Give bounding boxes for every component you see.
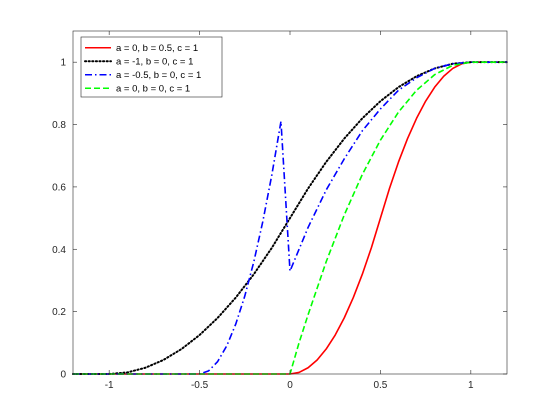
y-tick-label: 0.6 (52, 182, 66, 193)
legend-label-1: a = 0, b = 0.5, c = 1 (116, 43, 198, 54)
legend: a = 0, b = 0.5, c = 1 a = -1, b = 0, c = … (80, 36, 223, 98)
legend-label-4: a = 0, b = 0, c = 1 (116, 84, 190, 95)
x-tick-label: 0 (287, 380, 293, 391)
x-tick-label: 1 (468, 380, 474, 391)
series-line-4 (73, 61, 507, 375)
series-layer (72, 61, 508, 375)
y-tick-label: 0.8 (52, 120, 66, 131)
legend-label-3: a = -0.5, b = 0, c = 1 (116, 70, 201, 81)
legend-box (80, 36, 223, 98)
series-line-1 (73, 61, 507, 375)
y-tick-label: 0.4 (52, 245, 66, 256)
y-tick-label: 0.2 (52, 307, 66, 318)
x-tick-label: -1 (105, 380, 114, 391)
legend-label-2: a = -1, b = 0, c = 1 (116, 57, 193, 68)
x-tick-label: -0.5 (191, 380, 209, 391)
x-tick-label: 0.5 (373, 380, 387, 391)
y-tick-label: 1 (60, 58, 66, 69)
series-line-3 (73, 61, 507, 375)
y-tick-label: 0 (60, 370, 66, 381)
series-line-2 (72, 61, 508, 375)
axes: -1 -0.5 0 0.5 1 0 0.2 0.4 0.6 0.8 1 (52, 30, 508, 391)
